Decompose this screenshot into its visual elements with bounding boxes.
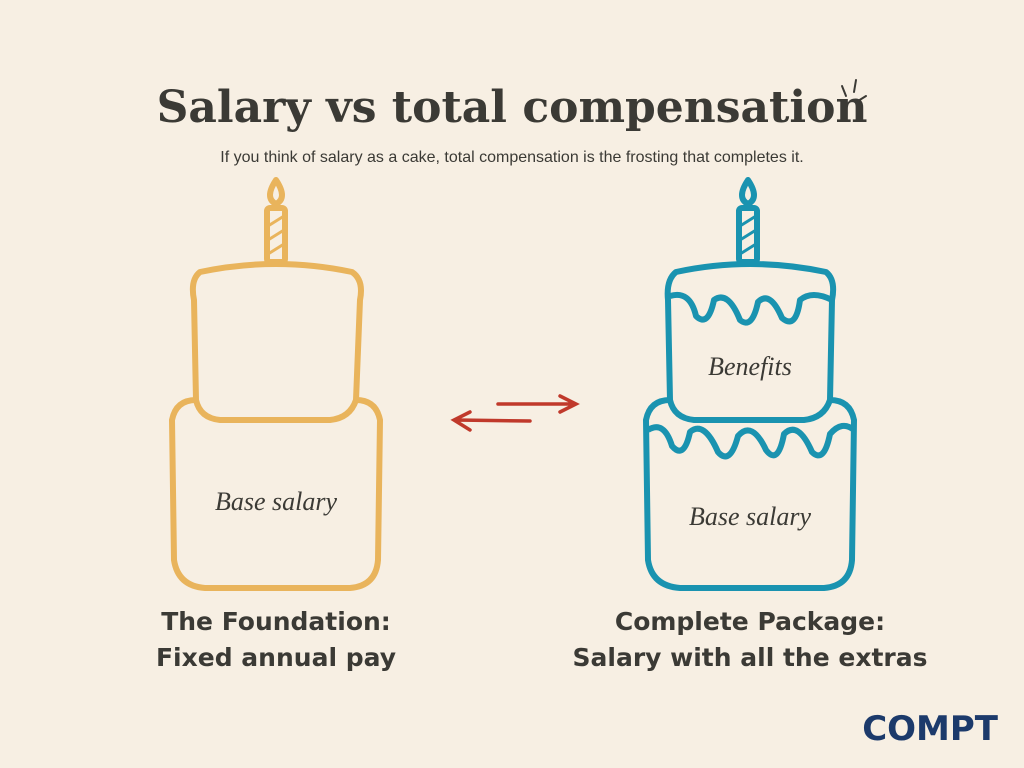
- layer-label: Benefits: [708, 352, 792, 381]
- exchange-arrows: [450, 394, 580, 432]
- caption-line: Salary with all the extras: [573, 643, 928, 672]
- caption-line: Complete Package:: [615, 607, 885, 636]
- title: Salary vs total compensation: [157, 82, 868, 133]
- sparkle: [841, 79, 867, 102]
- caption-line: The Foundation:: [161, 607, 391, 636]
- subtitle: If you think of salary as a cake, total …: [220, 149, 803, 166]
- layer-label: Base salary: [215, 487, 338, 516]
- frosted-cake: [643, 177, 857, 591]
- layer-label: Base salary: [689, 502, 812, 531]
- caption-line: Fixed annual pay: [156, 643, 396, 672]
- plain-cake: [169, 177, 383, 591]
- logo: COMPT: [862, 709, 999, 749]
